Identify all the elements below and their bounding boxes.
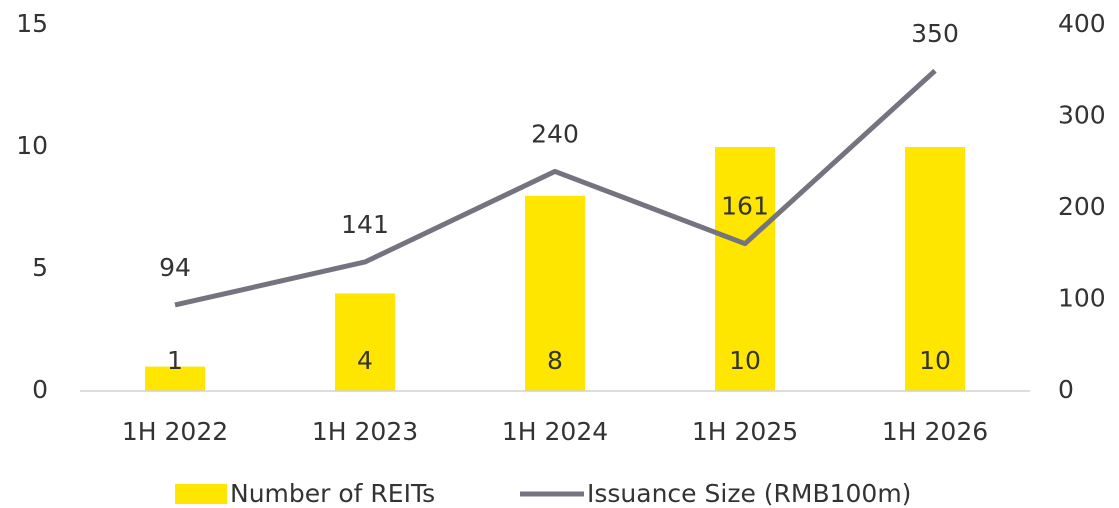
- y-tick-label: 15: [16, 9, 48, 38]
- bar: [525, 195, 585, 391]
- bar: [715, 147, 775, 391]
- x-tick-label: 1H 2023: [312, 417, 418, 446]
- y2-tick-label: 100: [1058, 284, 1106, 313]
- bar-value-label: 10: [729, 346, 761, 375]
- y2-tick-label: 400: [1058, 9, 1106, 38]
- bar: [335, 293, 395, 391]
- legend-label: Number of REITs: [230, 479, 435, 508]
- legend-swatch: [175, 484, 227, 504]
- x-tick-label: 1H 2026: [882, 417, 988, 446]
- y2-tick-label: 0: [1058, 375, 1074, 404]
- line-value-label: 240: [531, 119, 579, 148]
- x-tick-label: 1H 2024: [502, 417, 608, 446]
- line-value-label: 141: [341, 210, 389, 239]
- y2-tick-label: 200: [1058, 192, 1106, 221]
- bar-value-label: 1: [167, 346, 183, 375]
- line-value-label: 94: [159, 253, 191, 282]
- bar: [145, 366, 205, 391]
- x-tick-label: 1H 2025: [692, 417, 798, 446]
- bar-value-label: 10: [919, 346, 951, 375]
- y-tick-label: 0: [32, 375, 48, 404]
- bar-value-label: 4: [357, 346, 373, 375]
- bar: [905, 147, 965, 391]
- legend-label: Issuance Size (RMB100m): [587, 479, 911, 508]
- y-tick-label: 5: [32, 253, 48, 282]
- x-tick-label: 1H 2022: [122, 417, 228, 446]
- line: [174, 68, 937, 308]
- y-tick-label: 10: [16, 131, 48, 160]
- y2-tick-label: 300: [1058, 101, 1106, 130]
- bar-value-label: 8: [547, 346, 563, 375]
- line-value-label: 161: [721, 192, 769, 221]
- line-value-label: 350: [911, 19, 959, 48]
